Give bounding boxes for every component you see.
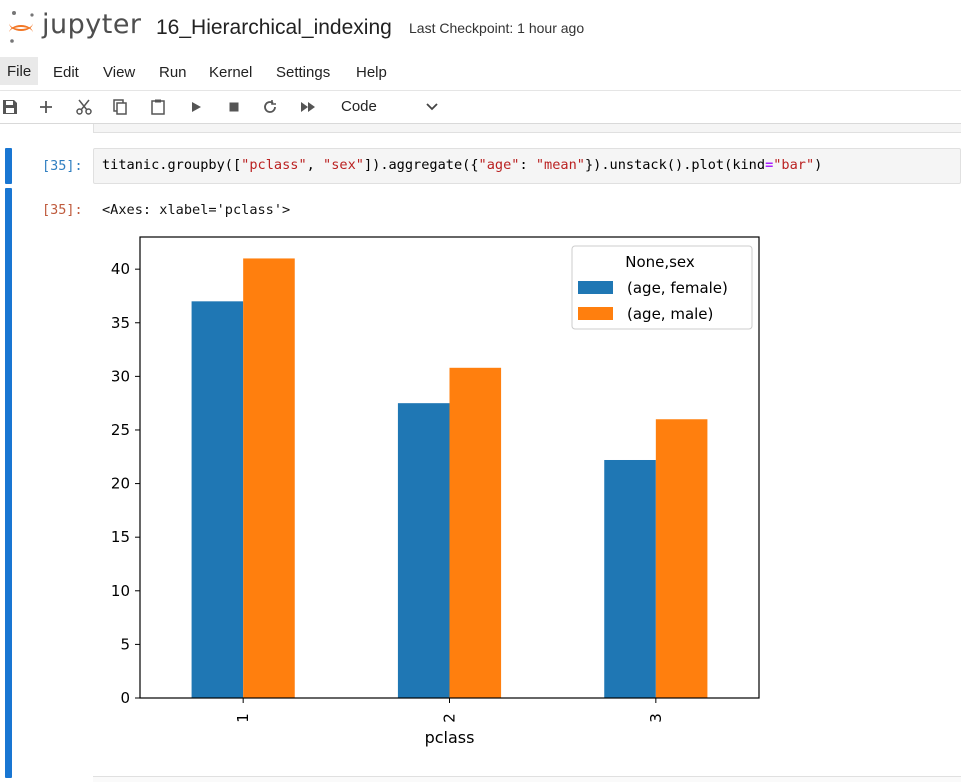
code-token: "bar" bbox=[773, 157, 815, 173]
code-token: aggregate bbox=[388, 157, 463, 173]
code-token: ( bbox=[724, 157, 733, 173]
run-icon[interactable] bbox=[186, 97, 206, 117]
paste-icon[interactable] bbox=[148, 97, 168, 117]
code-token: () bbox=[666, 157, 684, 173]
brand-text[interactable]: jupyter bbox=[42, 9, 142, 40]
axes-frame bbox=[139, 236, 760, 699]
code-token: groupby bbox=[167, 157, 225, 173]
code-token: "pclass" bbox=[241, 157, 307, 173]
cut-icon[interactable] bbox=[74, 97, 94, 117]
code-token: plot bbox=[691, 157, 725, 173]
output-collapser[interactable] bbox=[5, 188, 12, 778]
y-tick-label: 20 bbox=[111, 475, 130, 493]
save-icon[interactable] bbox=[0, 97, 20, 117]
output-prompt: [35]: bbox=[42, 202, 83, 218]
code-token: }) bbox=[584, 157, 602, 173]
code-token: . bbox=[159, 157, 168, 173]
y-tick-label: 5 bbox=[120, 635, 130, 653]
output-text: <Axes: xlabel='pclass'> bbox=[102, 202, 291, 218]
previous-cell-edge bbox=[93, 124, 961, 133]
legend-swatch bbox=[578, 281, 613, 294]
code-token: : bbox=[519, 157, 536, 173]
legend-title: None,sex bbox=[625, 253, 695, 271]
bar bbox=[243, 258, 295, 698]
code-token: ]) bbox=[363, 157, 381, 173]
menu-bar: File Edit View Run Kernel Settings Help bbox=[0, 54, 961, 91]
menu-help[interactable]: Help bbox=[356, 64, 387, 81]
code-token: unstack bbox=[609, 157, 667, 173]
y-tick-label: 25 bbox=[111, 421, 130, 439]
bar bbox=[191, 301, 244, 698]
legend-label: (age, male) bbox=[627, 305, 713, 323]
bar bbox=[655, 419, 708, 698]
run-all-icon[interactable] bbox=[298, 97, 318, 117]
top-bar: jupyter 16_Hierarchical_indexing Last Ch… bbox=[0, 0, 961, 55]
menu-settings[interactable]: Settings bbox=[276, 64, 331, 81]
bar bbox=[397, 403, 450, 698]
code-token: , bbox=[306, 157, 324, 173]
chevron-down-icon bbox=[426, 103, 438, 111]
notebook-name[interactable]: 16_Hierarchical_indexing bbox=[156, 16, 392, 39]
code-token: . bbox=[601, 157, 610, 173]
x-tick-label: 1 bbox=[234, 713, 252, 723]
y-tick-label: 0 bbox=[120, 689, 130, 707]
bar bbox=[449, 367, 502, 698]
restart-icon[interactable] bbox=[260, 97, 280, 117]
bar bbox=[604, 459, 656, 698]
y-tick-label: 40 bbox=[111, 260, 130, 278]
notebook-panel: [35]: titanic.groupby(["pclass", "sex"])… bbox=[0, 124, 961, 782]
input-prompt: [35]: bbox=[42, 158, 83, 174]
y-tick-label: 30 bbox=[111, 367, 130, 385]
code-token: . bbox=[683, 157, 692, 173]
next-cell-edge bbox=[93, 776, 961, 782]
x-tick-label: 2 bbox=[441, 713, 459, 723]
code-token: ([ bbox=[224, 157, 242, 173]
code-token: = bbox=[765, 157, 774, 173]
menu-run[interactable]: Run bbox=[159, 64, 187, 81]
menu-edit[interactable]: Edit bbox=[53, 64, 79, 81]
y-tick-label: 10 bbox=[111, 582, 130, 600]
code-token: . bbox=[380, 157, 389, 173]
x-axis-label: pclass bbox=[425, 728, 475, 747]
input-collapser[interactable] bbox=[5, 148, 12, 184]
notebook-toolbar: Code bbox=[0, 91, 961, 124]
code-line[interactable]: titanic.groupby(["pclass", "sex"]).aggre… bbox=[102, 157, 822, 173]
stop-icon[interactable] bbox=[224, 97, 244, 117]
code-token: kind bbox=[732, 157, 766, 173]
code-token: ) bbox=[814, 157, 823, 173]
code-editor[interactable]: titanic.groupby(["pclass", "sex"]).aggre… bbox=[93, 148, 961, 184]
add-cell-icon[interactable] bbox=[36, 97, 56, 117]
legend-swatch bbox=[578, 307, 613, 320]
legend-box bbox=[571, 245, 753, 330]
code-token: titanic bbox=[102, 157, 160, 173]
copy-icon[interactable] bbox=[110, 97, 130, 117]
code-token: "mean" bbox=[535, 157, 585, 173]
code-token: "sex" bbox=[323, 157, 364, 173]
y-tick-label: 15 bbox=[111, 528, 130, 546]
checkpoint-status: Last Checkpoint: 1 hour ago bbox=[409, 20, 585, 36]
cell-type-select[interactable]: Code bbox=[336, 95, 446, 119]
menu-kernel[interactable]: Kernel bbox=[209, 64, 253, 81]
cell-type-value: Code bbox=[341, 98, 377, 115]
jupyter-logo-icon[interactable] bbox=[6, 10, 36, 44]
menu-view[interactable]: View bbox=[103, 64, 136, 81]
x-tick-label: 3 bbox=[647, 713, 665, 723]
y-tick-label: 35 bbox=[111, 314, 130, 332]
legend-label: (age, female) bbox=[627, 279, 728, 297]
menu-file[interactable]: File bbox=[0, 57, 39, 85]
code-token: "age" bbox=[478, 157, 520, 173]
code-token: ({ bbox=[462, 157, 479, 173]
